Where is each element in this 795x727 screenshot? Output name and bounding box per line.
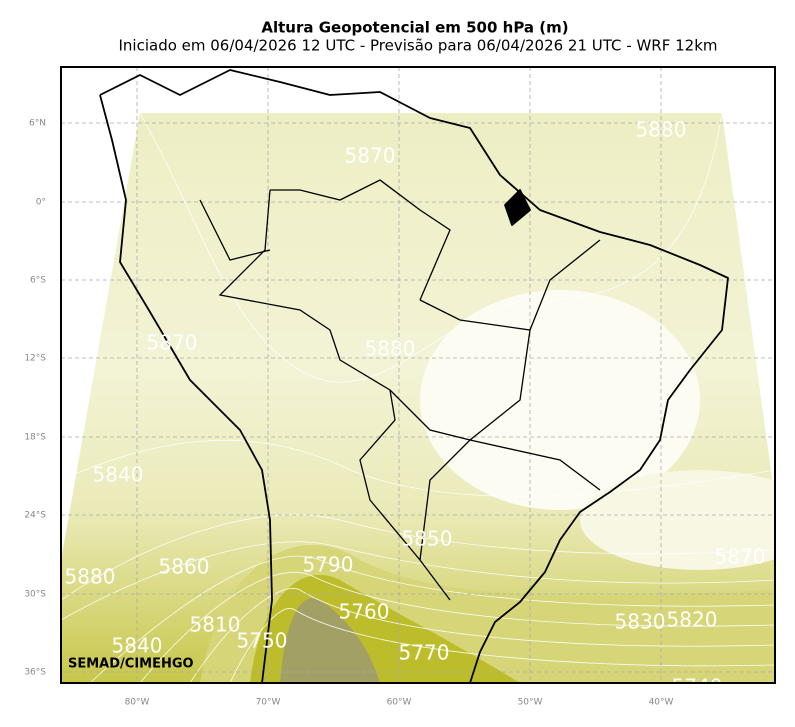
lon-label: 60°W bbox=[387, 698, 412, 708]
contour-label: 5760 bbox=[339, 600, 390, 624]
map-field: 5880 5870 5870 5880 5840 5850 5870 5880 5860 5790… bbox=[61, 67, 775, 699]
lat-label: 30°S bbox=[24, 590, 46, 600]
contour-label: 5860 bbox=[159, 555, 210, 579]
contour-label: 5880 bbox=[636, 118, 687, 142]
lat-label: 6°S bbox=[30, 276, 46, 286]
contour-label: 5810 bbox=[190, 613, 241, 637]
credit: SEMAD/CIMEHGO bbox=[68, 657, 194, 672]
graticule bbox=[61, 67, 775, 683]
subtitle: Iniciado em 06/04/2026 12 UTC - Previsão… bbox=[118, 37, 717, 55]
contour-label: 5870 bbox=[147, 331, 198, 355]
contour-label: 5850 bbox=[402, 527, 453, 551]
contour-label: 5870 bbox=[715, 545, 766, 569]
contours bbox=[61, 112, 775, 683]
lon-label: 80°W bbox=[125, 698, 150, 708]
field-high bbox=[420, 290, 700, 510]
coastline bbox=[99, 69, 729, 683]
contour-label: 5750 bbox=[237, 629, 288, 653]
contour-label: 5840 bbox=[93, 463, 144, 487]
contour-label: 5880 bbox=[365, 337, 416, 361]
lon-label: 70°W bbox=[256, 698, 281, 708]
lat-label: 24°S bbox=[24, 511, 46, 521]
contour-label: 5820 bbox=[667, 608, 718, 632]
field-high bbox=[580, 470, 775, 570]
contour-label: 5840 bbox=[112, 634, 163, 658]
lat-label: 12°S bbox=[24, 354, 46, 364]
contour-label: 5870 bbox=[345, 144, 396, 168]
lat-label: 6°N bbox=[29, 119, 46, 129]
lon-label: 40°W bbox=[649, 698, 674, 708]
contour-label: 5770 bbox=[399, 641, 450, 665]
lon-label: 50°W bbox=[518, 698, 543, 708]
lat-label: 18°S bbox=[24, 433, 46, 443]
contour-label: 5830 bbox=[615, 610, 666, 634]
title: Altura Geopotencial em 500 hPa (m) bbox=[261, 19, 568, 37]
contour-label: 5740 bbox=[672, 675, 723, 699]
contour-label: 5790 bbox=[303, 553, 354, 577]
borders bbox=[199, 179, 601, 601]
field-low bbox=[280, 598, 380, 683]
lat-label: 0° bbox=[36, 198, 46, 208]
contour-label: 5880 bbox=[65, 565, 116, 589]
lat-label: 36°S bbox=[24, 668, 46, 678]
frame bbox=[60, 66, 776, 684]
